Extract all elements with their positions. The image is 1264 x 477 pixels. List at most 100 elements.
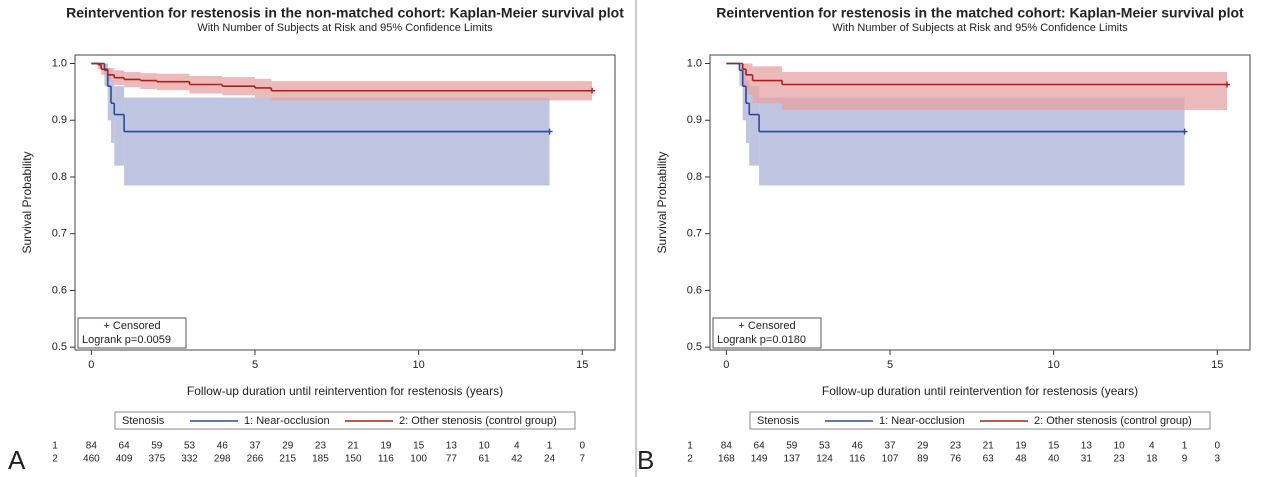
confidence-band: [739, 63, 743, 87]
confidence-band: [114, 86, 125, 166]
at-risk-count: 23: [315, 441, 327, 452]
at-risk-row-label: 2: [52, 454, 58, 465]
at-risk-count: 19: [1015, 441, 1027, 452]
confidence-band: [746, 63, 753, 95]
at-risk-count: 10: [479, 441, 491, 452]
confidence-band: [111, 80, 115, 143]
y-tick-label: 0.8: [687, 171, 702, 183]
x-axis-label: Follow-up duration until reintervention …: [187, 384, 503, 398]
annotation: Logrank p=0.0059: [82, 334, 171, 346]
annotation-box: [712, 317, 822, 349]
at-risk-count: 1: [547, 441, 553, 452]
censor-mark: [1181, 128, 1188, 135]
confidence-band: [782, 72, 1228, 111]
annotation: + Censored: [738, 320, 795, 332]
at-risk-count: 7: [579, 454, 585, 465]
x-axis-label: Follow-up duration until reintervention …: [822, 384, 1138, 398]
annotation: + Censored: [103, 320, 160, 332]
x-tick-label: 15: [1211, 359, 1223, 371]
censor-mark: [546, 128, 553, 135]
at-risk-count: 21: [348, 441, 360, 452]
at-risk-row-label: 2: [687, 454, 693, 465]
confidence-band: [759, 97, 1185, 186]
at-risk-count: 215: [279, 454, 296, 465]
legend-label: 2: Other stenosis (control group): [1034, 415, 1192, 427]
y-tick-label: 0.7: [687, 228, 702, 240]
chart-subtitle: With Number of Subjects at Risk and 95% …: [832, 22, 1128, 34]
at-risk-count: 48: [1015, 454, 1027, 465]
at-risk-count: 63: [983, 454, 995, 465]
at-risk-count: 15: [1048, 441, 1060, 452]
y-tick-label: 1.0: [687, 57, 702, 69]
at-risk-count: 13: [446, 441, 458, 452]
at-risk-count: 298: [214, 454, 231, 465]
x-tick-label: 10: [413, 359, 425, 371]
y-tick-label: 0.6: [687, 284, 702, 296]
y-tick-label: 0.6: [52, 284, 67, 296]
y-tick-label: 0.5: [52, 341, 67, 353]
at-risk-count: 59: [151, 441, 163, 452]
at-risk-count: 3: [1214, 454, 1220, 465]
y-axis-label: Survival Probability: [655, 151, 669, 253]
at-risk-count: 116: [849, 454, 865, 465]
censor-mark: [589, 87, 596, 94]
annotation: Logrank p=0.0180: [717, 334, 806, 346]
at-risk-count: 100: [410, 454, 427, 465]
chart-title: Reintervention for restenosis in the non…: [66, 5, 624, 21]
at-risk-count: 42: [511, 454, 523, 465]
at-risk-count: 15: [413, 441, 425, 452]
plot-frame: [74, 54, 616, 351]
at-risk-count: 77: [446, 454, 458, 465]
confidence-band: [742, 69, 746, 121]
at-risk-count: 53: [184, 441, 196, 452]
panel: Reintervention for restenosis in the mat…: [637, 5, 1251, 475]
at-risk-count: 409: [116, 454, 133, 465]
x-tick-label: 5: [252, 359, 258, 371]
at-risk-count: 61: [479, 454, 491, 465]
at-risk-count: 29: [282, 441, 294, 452]
at-risk-count: 46: [217, 441, 229, 452]
confidence-band: [124, 97, 550, 186]
at-risk-count: 107: [882, 454, 899, 465]
at-risk-count: 4: [514, 441, 520, 452]
x-tick-label: 5: [887, 359, 893, 371]
at-risk-count: 185: [312, 454, 329, 465]
at-risk-row-label: 1: [687, 441, 693, 452]
confidence-band: [746, 80, 750, 143]
chart-subtitle: With Number of Subjects at Risk and 95% …: [197, 22, 493, 34]
censor-mark: [1224, 81, 1231, 88]
legend-title: Stenosis: [757, 415, 800, 427]
at-risk-count: 375: [148, 454, 165, 465]
confidence-band: [749, 86, 760, 166]
x-tick-label: 15: [576, 359, 588, 371]
at-risk-count: 149: [751, 454, 768, 465]
at-risk-count: 137: [783, 454, 800, 465]
at-risk-count: 37: [884, 441, 896, 452]
confidence-band: [752, 66, 782, 104]
legend-label: 1: Near-occlusion: [879, 415, 965, 427]
at-risk-count: 124: [816, 454, 833, 465]
y-axis-label: Survival Probability: [20, 151, 34, 253]
at-risk-count: 266: [247, 454, 264, 465]
at-risk-count: 37: [249, 441, 261, 452]
at-risk-count: 84: [721, 441, 733, 452]
x-tick-label: 10: [1048, 359, 1060, 371]
plot-frame: [709, 54, 1251, 351]
y-tick-label: 0.9: [52, 114, 67, 126]
at-risk-count: 0: [579, 441, 585, 452]
at-risk-count: 19: [380, 441, 392, 452]
at-risk-count: 23: [950, 441, 962, 452]
annotation-box: [77, 317, 187, 349]
y-tick-label: 0.9: [687, 114, 702, 126]
chart-title: Reintervention for restenosis in the mat…: [716, 5, 1244, 21]
at-risk-count: 76: [950, 454, 962, 465]
x-tick-label: 0: [723, 359, 729, 371]
at-risk-count: 40: [1048, 454, 1060, 465]
confidence-band: [742, 63, 746, 87]
at-risk-count: 53: [819, 441, 831, 452]
at-risk-count: 89: [917, 454, 929, 465]
at-risk-count: 332: [181, 454, 198, 465]
at-risk-count: 21: [983, 441, 995, 452]
at-risk-count: 9: [1182, 454, 1188, 465]
